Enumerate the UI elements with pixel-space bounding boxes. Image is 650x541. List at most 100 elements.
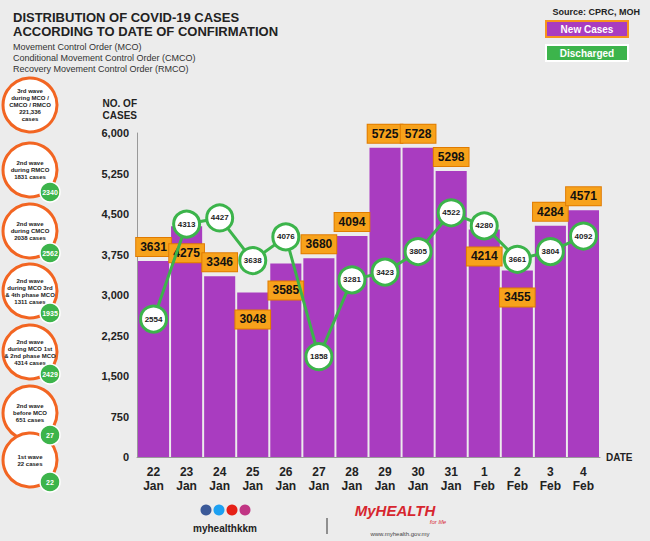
svg-text:2: 2 bbox=[514, 465, 521, 479]
svg-text:4427: 4427 bbox=[211, 213, 229, 222]
svg-text:3,000: 3,000 bbox=[101, 289, 129, 301]
svg-text:4092: 4092 bbox=[575, 232, 593, 241]
svg-text:Source: CPRC, MOH: Source: CPRC, MOH bbox=[552, 7, 640, 17]
svg-text:Discharged: Discharged bbox=[560, 48, 614, 59]
svg-text:221,336: 221,336 bbox=[19, 109, 41, 115]
svg-text:CASES: CASES bbox=[103, 110, 138, 121]
svg-text:Jan: Jan bbox=[275, 479, 296, 493]
svg-text:1: 1 bbox=[481, 465, 488, 479]
svg-text:3455: 3455 bbox=[504, 290, 531, 304]
svg-text:MyHEALTH: MyHEALTH bbox=[355, 502, 437, 519]
svg-text:Conditional Movement Control O: Conditional Movement Control Order (CMCO… bbox=[13, 53, 196, 63]
svg-text:4076: 4076 bbox=[277, 232, 295, 241]
svg-text:New Cases: New Cases bbox=[561, 24, 614, 35]
svg-text:3346: 3346 bbox=[206, 255, 233, 269]
svg-text:1,500: 1,500 bbox=[101, 370, 129, 382]
svg-text:CMCO / RMCO: CMCO / RMCO bbox=[9, 102, 51, 108]
svg-text:Jan: Jan bbox=[408, 479, 429, 493]
svg-text:before MCO: before MCO bbox=[13, 410, 47, 416]
svg-text:2340: 2340 bbox=[42, 189, 58, 196]
svg-text:3661: 3661 bbox=[508, 255, 526, 264]
svg-text:1858: 1858 bbox=[310, 352, 328, 361]
svg-text:Jan: Jan bbox=[176, 479, 197, 493]
svg-text:Feb: Feb bbox=[540, 479, 561, 493]
svg-text:2nd wave: 2nd wave bbox=[16, 339, 44, 345]
svg-text:4314 cases: 4314 cases bbox=[14, 360, 46, 366]
svg-text:3: 3 bbox=[547, 465, 554, 479]
svg-text:during CMCO: during CMCO bbox=[11, 228, 50, 234]
svg-text:during MCO 1st: during MCO 1st bbox=[8, 346, 53, 352]
svg-text:during MCO 3rd: during MCO 3rd bbox=[7, 285, 53, 291]
svg-text:DISTRIBUTION OF COVID-19 CASES: DISTRIBUTION OF COVID-19 CASES bbox=[13, 10, 239, 25]
svg-text:4571: 4571 bbox=[570, 189, 597, 203]
svg-text:1st wave: 1st wave bbox=[17, 454, 43, 460]
svg-text:0: 0 bbox=[123, 451, 129, 463]
svg-text:27: 27 bbox=[46, 432, 54, 439]
svg-text:3423: 3423 bbox=[376, 268, 394, 277]
svg-text:DATE: DATE bbox=[606, 452, 633, 463]
svg-text:6,000: 6,000 bbox=[101, 127, 129, 139]
svg-text:2554: 2554 bbox=[145, 315, 163, 324]
svg-text:Feb: Feb bbox=[507, 479, 528, 493]
svg-text:4214: 4214 bbox=[471, 249, 498, 263]
svg-text:Jan: Jan bbox=[342, 479, 363, 493]
svg-text:750: 750 bbox=[111, 411, 129, 423]
svg-text:during RMCO: during RMCO bbox=[11, 167, 50, 173]
svg-text:during MCO /: during MCO / bbox=[11, 95, 49, 101]
svg-text:myhealthkkm: myhealthkkm bbox=[193, 523, 257, 534]
svg-text:www.myhealth.gov.my: www.myhealth.gov.my bbox=[369, 531, 429, 537]
svg-text:Jan: Jan bbox=[242, 479, 263, 493]
svg-text:3rd wave: 3rd wave bbox=[17, 88, 43, 94]
svg-text:24: 24 bbox=[213, 465, 227, 479]
svg-text:5725: 5725 bbox=[372, 127, 399, 141]
svg-text:3631: 3631 bbox=[140, 240, 167, 254]
svg-text:NO. OF: NO. OF bbox=[103, 98, 137, 109]
svg-text:31: 31 bbox=[444, 465, 458, 479]
svg-text:4522: 4522 bbox=[442, 208, 460, 217]
svg-text:2nd wave: 2nd wave bbox=[16, 278, 44, 284]
svg-text:4284: 4284 bbox=[537, 205, 564, 219]
svg-text:5728: 5728 bbox=[405, 127, 432, 141]
svg-text:2nd wave: 2nd wave bbox=[16, 403, 44, 409]
svg-text:22: 22 bbox=[46, 479, 54, 486]
svg-text:28: 28 bbox=[345, 465, 359, 479]
svg-text:for life: for life bbox=[430, 519, 447, 525]
svg-text:ACCORDING TO DATE OF CONFIRMAT: ACCORDING TO DATE OF CONFIRMATION bbox=[13, 24, 278, 39]
svg-text:4: 4 bbox=[580, 465, 587, 479]
svg-text:3638: 3638 bbox=[244, 256, 262, 265]
svg-text:Jan: Jan bbox=[143, 479, 164, 493]
svg-text:Jan: Jan bbox=[441, 479, 462, 493]
svg-text:2nd wave: 2nd wave bbox=[16, 160, 44, 166]
svg-text:4094: 4094 bbox=[339, 215, 366, 229]
svg-text:2562: 2562 bbox=[42, 250, 58, 257]
svg-text:1831 cases: 1831 cases bbox=[14, 174, 46, 180]
svg-text:3048: 3048 bbox=[239, 312, 266, 326]
svg-text:Jan: Jan bbox=[375, 479, 396, 493]
svg-text:3804: 3804 bbox=[541, 247, 559, 256]
svg-text:651 cases: 651 cases bbox=[16, 417, 45, 423]
svg-text:Movement Control Order (MCO): Movement Control Order (MCO) bbox=[13, 42, 142, 52]
svg-text:& 2nd phase MCO: & 2nd phase MCO bbox=[4, 353, 56, 359]
svg-text:5,250: 5,250 bbox=[101, 168, 129, 180]
svg-text:2nd wave: 2nd wave bbox=[16, 221, 44, 227]
svg-text:Feb: Feb bbox=[573, 479, 594, 493]
svg-text:29: 29 bbox=[378, 465, 392, 479]
svg-text:3,750: 3,750 bbox=[101, 249, 129, 261]
svg-text:26: 26 bbox=[279, 465, 293, 479]
svg-text:1311 cases: 1311 cases bbox=[14, 299, 46, 305]
svg-text:23: 23 bbox=[180, 465, 194, 479]
svg-text:3680: 3680 bbox=[306, 237, 333, 251]
svg-text:5298: 5298 bbox=[438, 150, 465, 164]
svg-text:4,500: 4,500 bbox=[101, 208, 129, 220]
svg-text:27: 27 bbox=[312, 465, 326, 479]
svg-text:30: 30 bbox=[411, 465, 425, 479]
svg-text:Feb: Feb bbox=[474, 479, 495, 493]
svg-text:22 cases: 22 cases bbox=[17, 461, 43, 467]
svg-text:Recovery Movement Control Orde: Recovery Movement Control Order (RMCO) bbox=[13, 64, 189, 74]
svg-text:3585: 3585 bbox=[272, 283, 299, 297]
svg-text:2429: 2429 bbox=[42, 371, 58, 378]
svg-text:1935: 1935 bbox=[42, 310, 58, 317]
svg-text:Jan: Jan bbox=[209, 479, 230, 493]
svg-text:cases: cases bbox=[22, 116, 39, 122]
svg-text:25: 25 bbox=[246, 465, 260, 479]
